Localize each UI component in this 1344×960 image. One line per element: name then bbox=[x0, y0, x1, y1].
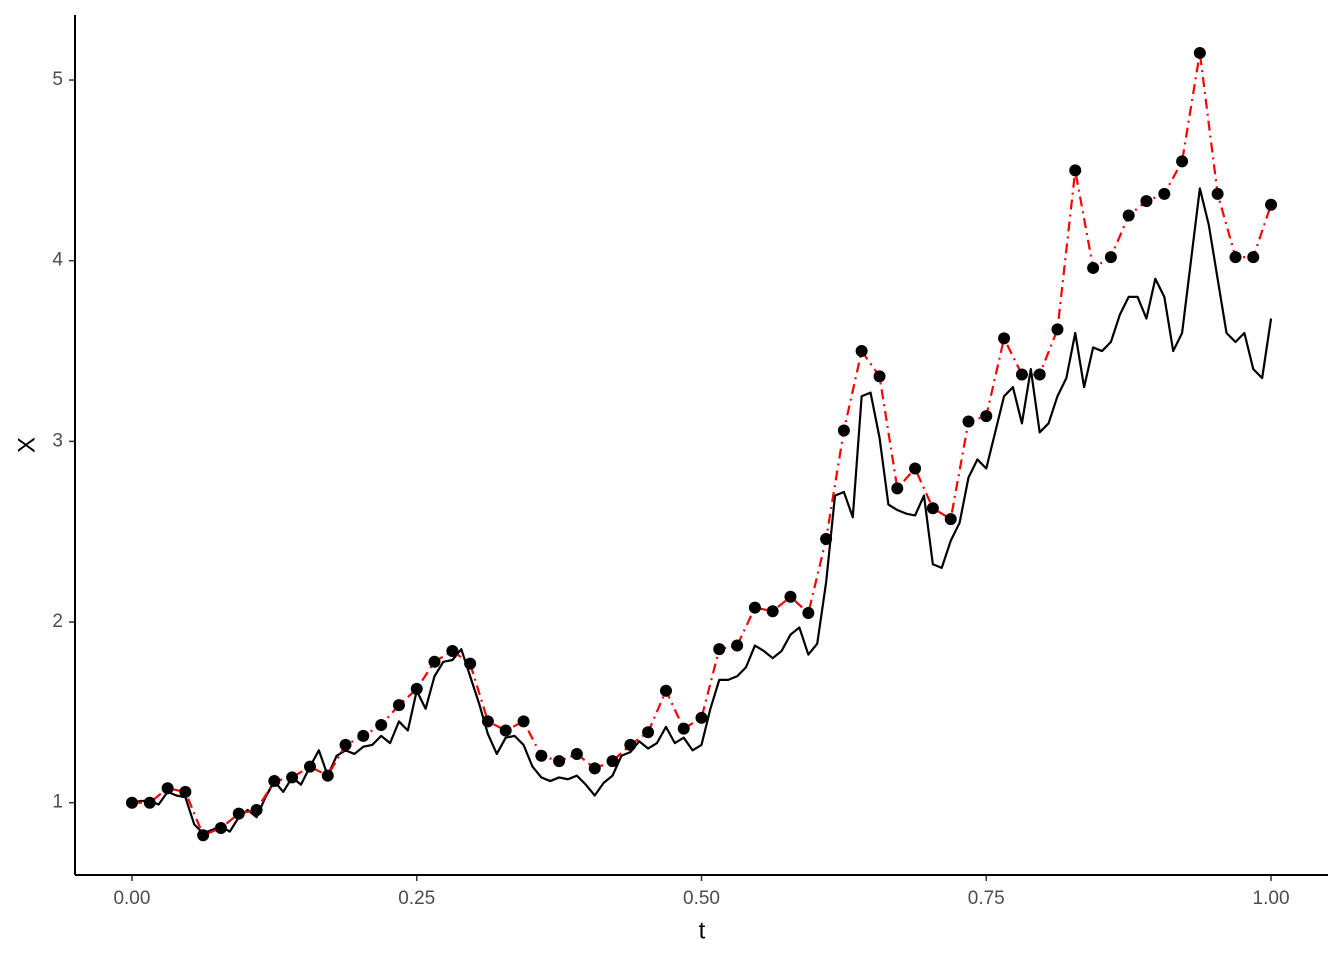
data-point bbox=[535, 749, 548, 762]
data-point bbox=[1140, 195, 1153, 208]
data-point bbox=[250, 803, 263, 816]
y-tick-label: 3 bbox=[52, 430, 63, 451]
data-point bbox=[1104, 251, 1117, 264]
series-line bbox=[131, 187, 1273, 835]
data-point bbox=[926, 502, 939, 515]
data-point bbox=[891, 482, 904, 495]
data-point bbox=[748, 601, 761, 614]
data-point bbox=[1193, 46, 1206, 59]
y-axis-title: X bbox=[13, 437, 40, 453]
data-point bbox=[855, 345, 868, 358]
data-point bbox=[375, 719, 388, 732]
data-point bbox=[962, 415, 975, 428]
data-point bbox=[1069, 164, 1082, 177]
series-line bbox=[131, 51, 1273, 837]
data-point bbox=[321, 769, 334, 782]
data-point bbox=[1087, 261, 1100, 274]
data-point bbox=[161, 782, 174, 795]
data-point bbox=[1265, 198, 1278, 211]
data-point bbox=[837, 424, 850, 437]
data-point bbox=[410, 682, 423, 695]
data-point bbox=[553, 755, 566, 768]
data-point bbox=[339, 738, 352, 751]
x-tick-label: 0.50 bbox=[683, 888, 720, 909]
data-point bbox=[606, 755, 619, 768]
data-point bbox=[820, 532, 833, 545]
data-point bbox=[1211, 187, 1224, 200]
x-tick-label: 0.75 bbox=[968, 888, 1005, 909]
x-axis-title: t bbox=[699, 917, 706, 944]
data-point bbox=[677, 722, 690, 735]
data-point bbox=[1051, 323, 1064, 336]
data-point bbox=[392, 699, 405, 712]
data-point bbox=[1015, 368, 1028, 381]
data-point bbox=[784, 590, 797, 603]
data-point bbox=[980, 410, 993, 423]
x-tick-label: 0.00 bbox=[113, 888, 150, 909]
data-point bbox=[1033, 368, 1046, 381]
data-point bbox=[197, 829, 210, 842]
data-point bbox=[499, 724, 512, 737]
data-point bbox=[232, 807, 245, 820]
data-point bbox=[357, 729, 370, 742]
data-point bbox=[624, 738, 637, 751]
data-point bbox=[1122, 209, 1135, 222]
data-point bbox=[695, 711, 708, 724]
data-point bbox=[517, 715, 530, 728]
data-point bbox=[802, 607, 815, 620]
data-point bbox=[713, 643, 726, 656]
data-point bbox=[998, 332, 1011, 345]
data-point bbox=[909, 462, 922, 475]
y-tick-label: 1 bbox=[52, 792, 63, 813]
data-point bbox=[1176, 155, 1189, 168]
data-point bbox=[873, 370, 886, 383]
data-point bbox=[303, 760, 316, 773]
data-point bbox=[731, 639, 744, 652]
data-point bbox=[428, 655, 441, 668]
data-point bbox=[214, 822, 227, 835]
data-point bbox=[446, 644, 459, 657]
data-point bbox=[481, 715, 494, 728]
data-point bbox=[588, 762, 601, 775]
data-point bbox=[286, 771, 299, 784]
data-point bbox=[1158, 187, 1171, 200]
data-point bbox=[570, 747, 583, 760]
data-point bbox=[642, 726, 655, 739]
y-tick-label: 5 bbox=[52, 69, 63, 90]
data-point bbox=[268, 775, 281, 788]
data-point bbox=[143, 796, 156, 809]
data-point bbox=[944, 513, 957, 526]
data-point bbox=[1247, 251, 1260, 264]
y-tick-label: 4 bbox=[52, 250, 63, 271]
x-tick-label: 0.25 bbox=[398, 888, 435, 909]
data-point bbox=[1229, 251, 1242, 264]
data-point bbox=[766, 605, 779, 618]
data-point bbox=[464, 657, 477, 670]
data-point bbox=[125, 796, 138, 809]
x-tick-label: 1.00 bbox=[1253, 888, 1290, 909]
data-point bbox=[659, 684, 672, 697]
y-tick-label: 2 bbox=[52, 611, 63, 632]
data-point bbox=[179, 785, 192, 798]
